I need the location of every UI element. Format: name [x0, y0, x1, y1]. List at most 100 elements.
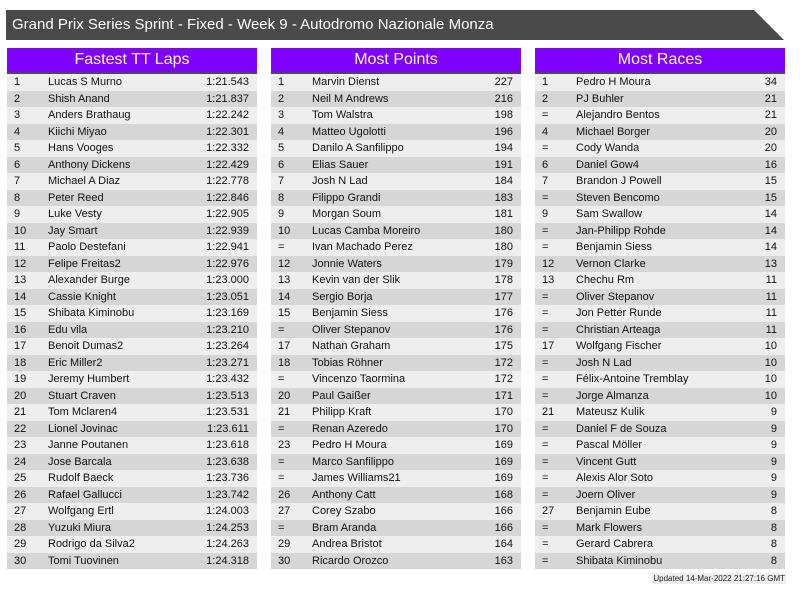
value-cell: 8	[770, 521, 777, 534]
rank-cell: =	[542, 142, 549, 154]
driver-name-cell: Eric Miller2	[48, 356, 103, 369]
driver-name-cell: Jon Petter Runde	[576, 307, 662, 319]
value-cell: 1:22.429	[206, 158, 249, 171]
rank-cell: 2	[278, 92, 285, 105]
driver-name-cell: James Williams21	[312, 472, 401, 484]
value-cell: 180	[494, 241, 513, 253]
driver-name-cell: Jan-Philipp Rohde	[576, 224, 666, 237]
value-cell: 20	[764, 125, 777, 138]
value-cell: 1:23.264	[206, 340, 249, 352]
driver-name-cell: Jose Barcala	[48, 455, 112, 468]
value-cell: 10	[764, 373, 777, 385]
driver-name-cell: Edu vila	[48, 323, 88, 336]
driver-name-cell: Félix-Antoine Tremblay	[576, 373, 689, 385]
table-row: 25 Rudolf Baeck 1:23.736	[7, 470, 257, 487]
table-row: 4 Michael Borger 20	[535, 123, 785, 140]
value-cell: 16	[764, 158, 777, 171]
driver-name-cell: Tobias Röhner	[312, 356, 383, 369]
rank-cell: =	[542, 422, 549, 435]
table-row: 8 Filippo Grandi 183	[271, 189, 521, 206]
value-cell: 1:22.941	[206, 241, 249, 253]
rank-cell: 10	[278, 224, 291, 237]
rank-cell: 30	[278, 554, 291, 567]
rank-cell: 1	[14, 76, 21, 88]
value-cell: 10	[764, 356, 777, 369]
table-row: 23 Janne Poutanen 1:23.618	[7, 437, 257, 454]
driver-name-cell: Lucas Camba Moreiro	[312, 224, 421, 237]
value-cell: 9	[770, 472, 777, 484]
value-cell: 169	[494, 439, 513, 451]
table-row: = Benjamin Siess 14	[535, 239, 785, 256]
value-cell: 183	[494, 191, 513, 204]
table-row: = Jon Petter Runde 11	[535, 305, 785, 322]
value-cell: 10	[764, 389, 777, 402]
driver-name-cell: Benjamin Eube	[576, 505, 651, 517]
value-cell: 1:24.263	[206, 538, 249, 550]
table-row: 13 Kevin van der Slik 178	[271, 272, 521, 289]
table-row: 12 Felipe Freitas2 1:22.976	[7, 255, 257, 272]
driver-name-cell: Rudolf Baeck	[48, 472, 114, 484]
value-cell: 15	[764, 175, 777, 187]
value-cell: 10	[764, 340, 777, 352]
rank-cell: 13	[278, 274, 291, 286]
title-bar: Grand Prix Series Sprint - Fixed - Week …	[6, 10, 784, 40]
rank-cell: =	[542, 554, 549, 567]
table-row: 1 Pedro H Moura 34	[535, 74, 785, 91]
value-cell: 1:22.846	[206, 191, 249, 204]
value-cell: 1:23.742	[206, 488, 249, 501]
table-row: 15 Benjamin Siess 176	[271, 305, 521, 322]
rank-cell: 17	[278, 340, 291, 352]
rank-cell: 12	[278, 257, 291, 270]
value-cell: 9	[770, 439, 777, 451]
rank-cell: 1	[278, 76, 285, 88]
table-row: 21 Mateusz Kulik 9	[535, 404, 785, 421]
value-cell: 170	[494, 406, 513, 418]
table-row: 12 Vernon Clarke 13	[535, 255, 785, 272]
rank-cell: 26	[278, 488, 291, 501]
driver-name-cell: Tomi Tuovinen	[48, 554, 119, 567]
table-row: 30 Tomi Tuovinen 1:24.318	[7, 552, 257, 569]
value-cell: 9	[770, 406, 777, 418]
rank-cell: 7	[14, 175, 21, 187]
rank-cell: 17	[542, 340, 555, 352]
driver-name-cell: Pascal Möller	[576, 439, 643, 451]
driver-name-cell: Alejandro Bentos	[576, 109, 660, 121]
driver-name-cell: Yuzuki Miura	[48, 521, 111, 534]
driver-name-cell: Michael A Diaz	[48, 175, 121, 187]
table-row: 6 Elias Sauer 191	[271, 156, 521, 173]
rank-cell: 13	[14, 274, 27, 286]
driver-name-cell: Kevin van der Slik	[312, 274, 401, 286]
rank-cell: 27	[14, 505, 27, 517]
value-cell: 181	[494, 208, 513, 220]
table-row: 5 Danilo A Sanfilippo 194	[271, 140, 521, 157]
rank-cell: 4	[542, 125, 549, 138]
value-cell: 1:22.332	[206, 142, 249, 154]
driver-name-cell: Alexander Burge	[48, 274, 130, 286]
rank-cell: 22	[14, 422, 27, 435]
table-row: 7 Brandon J Powell 15	[535, 173, 785, 190]
value-cell: 9	[770, 488, 777, 501]
table-row: 29 Andrea Bristot 164	[271, 536, 521, 553]
driver-name-cell: Danilo A Sanfilippo	[312, 142, 404, 154]
driver-name-cell: Sergio Borja	[312, 290, 373, 303]
rank-cell: =	[542, 224, 549, 237]
driver-name-cell: Lucas S Murno	[48, 76, 122, 88]
value-cell: 166	[494, 521, 513, 534]
rank-cell: 2	[542, 92, 549, 105]
driver-name-cell: Benjamin Siess	[576, 241, 652, 253]
table-row: = Vincenzo Taormina 172	[271, 371, 521, 388]
value-cell: 1:23.736	[206, 472, 249, 484]
driver-name-cell: Ivan Machado Perez	[312, 241, 413, 253]
page-title: Grand Prix Series Sprint - Fixed - Week …	[12, 16, 494, 33]
rank-cell: 2	[14, 92, 21, 105]
rank-cell: =	[542, 373, 549, 385]
driver-name-cell: Philipp Kraft	[312, 406, 372, 418]
rank-cell: 25	[14, 472, 27, 484]
table-row: 2 PJ Buhler 21	[535, 90, 785, 107]
driver-name-cell: Lionel Jovinac	[48, 422, 118, 435]
rank-cell: =	[542, 389, 549, 402]
table-row: 4 Matteo Ugolotti 196	[271, 123, 521, 140]
table-row: 29 Rodrigo da Silva2 1:24.263	[7, 536, 257, 553]
table-row: 17 Benoit Dumas2 1:23.264	[7, 338, 257, 355]
value-cell: 177	[494, 290, 513, 303]
